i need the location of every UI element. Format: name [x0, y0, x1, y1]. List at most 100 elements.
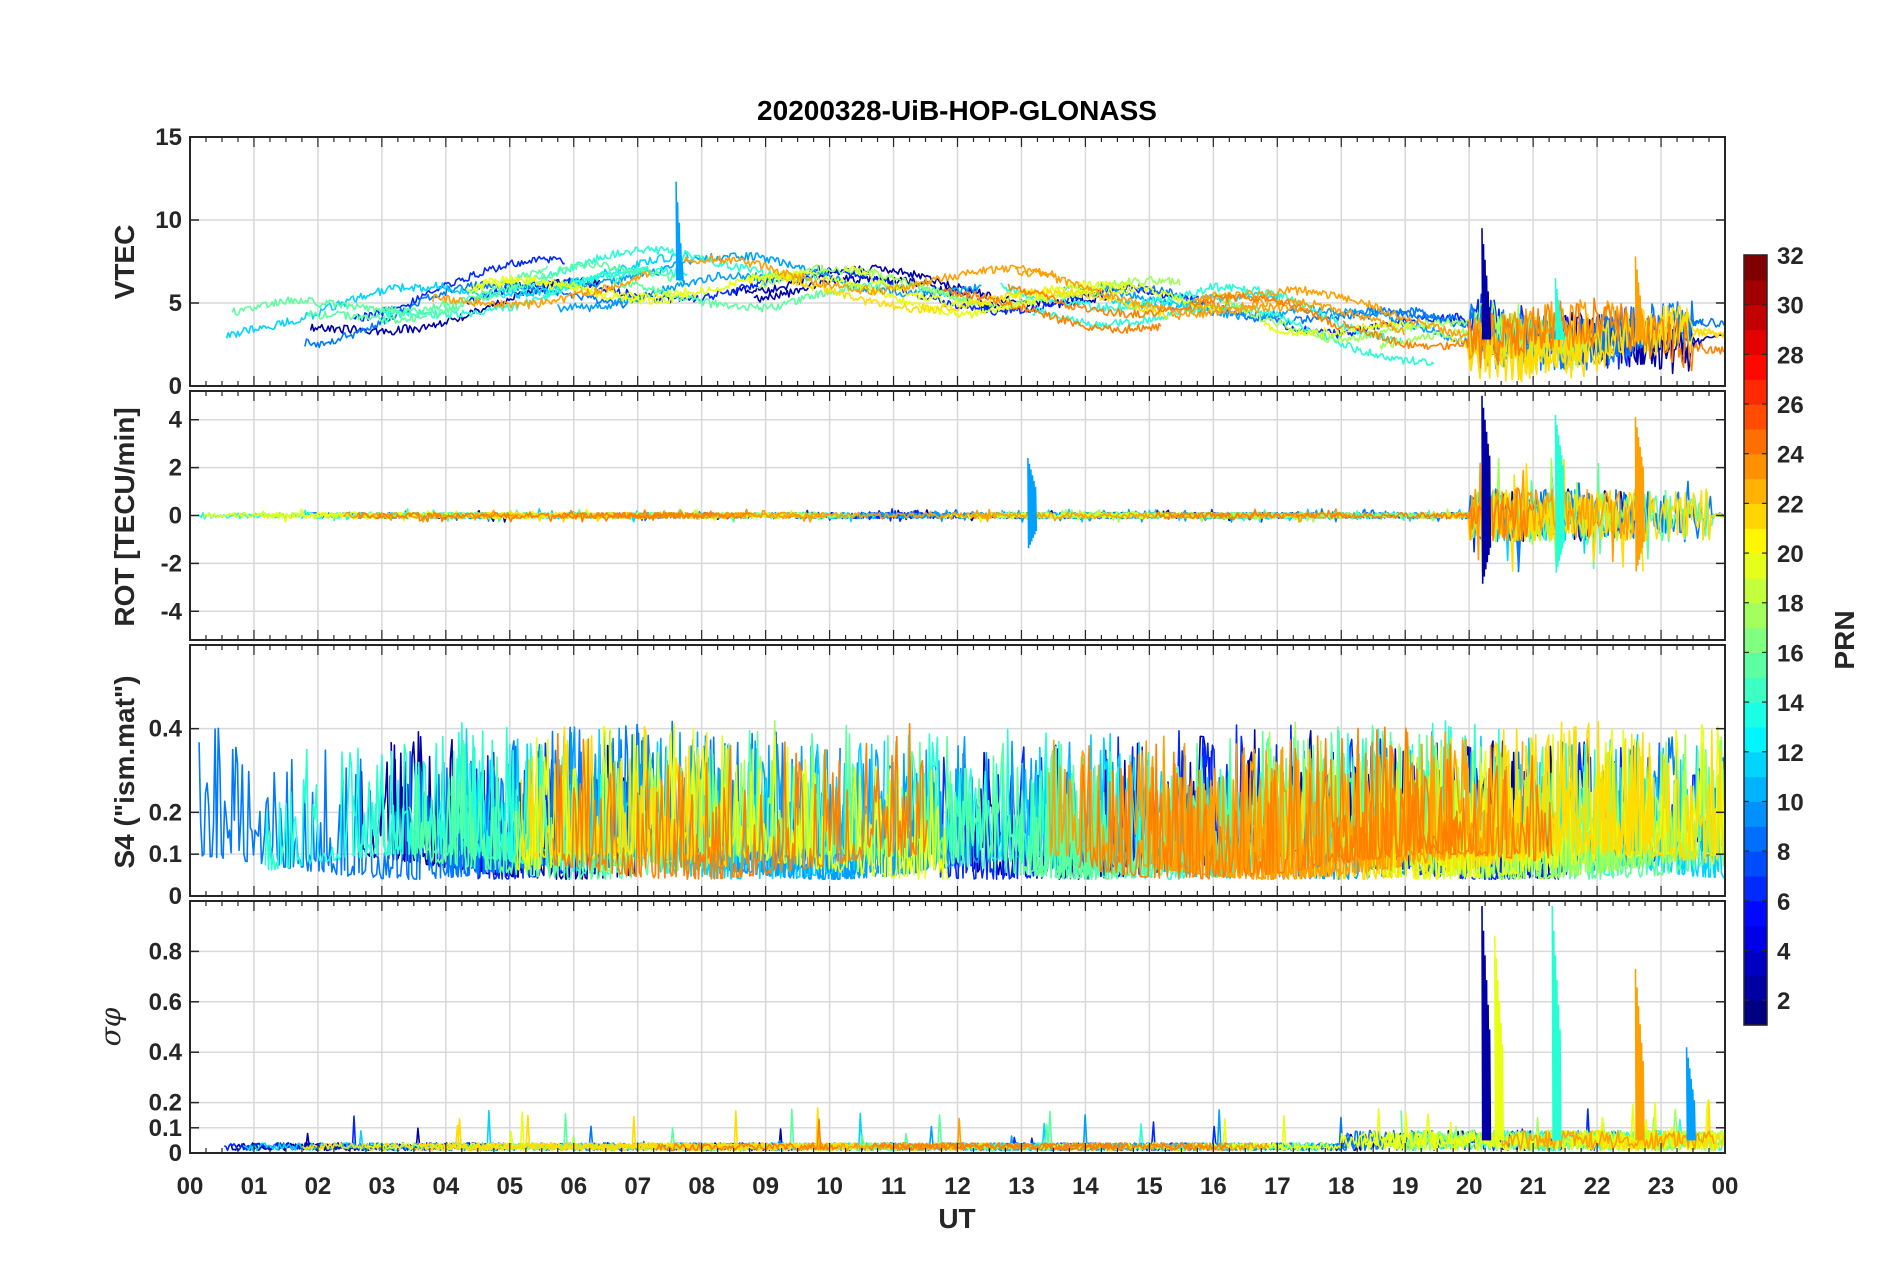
- colorbar-band: [1744, 528, 1767, 554]
- colorbar-band: [1744, 255, 1767, 281]
- x-tick-label: 11: [881, 1173, 906, 1200]
- colorbar-tick-label: 30: [1777, 293, 1804, 320]
- colorbar-band: [1744, 279, 1767, 306]
- colorbar-band: [1744, 677, 1767, 703]
- panel-vtec: 0 5 10 15 VTEC: [109, 124, 1726, 400]
- x-axis-label: UT: [938, 1203, 975, 1234]
- panel-sigma: 00.10.2 0.4 0.6 0.8 σφ: [94, 900, 1726, 1167]
- series-trace-prn-23: [655, 1118, 1229, 1152]
- colorbar-tick-label: 18: [1777, 591, 1804, 618]
- colorbar-tick-label: 8: [1777, 839, 1790, 866]
- x-tick-label: 02: [305, 1173, 332, 1200]
- panel-s4-frame: [189, 644, 1726, 897]
- event-spike: [675, 181, 686, 285]
- y-tick-label: 5: [169, 290, 182, 317]
- panel-rot: -4 -2 0 2 4 ROT [TECU/min]: [109, 390, 1726, 641]
- x-tick-label: 07: [624, 1173, 651, 1200]
- colorbar-tick-label: 12: [1777, 740, 1804, 767]
- panel-vtec-frame: [189, 136, 1726, 387]
- colorbar-label: PRN: [1829, 610, 1860, 669]
- x-axis-ticks: 00 01 02 03 04 05 06 07 08 09 10 11 12 13 14 15 16 17 18 19…: [177, 1173, 1739, 1200]
- x-tick-label: 14: [1072, 1173, 1099, 1200]
- event-spike: [1685, 1047, 1696, 1141]
- colorbar-tick-label: 22: [1777, 491, 1804, 518]
- series-trace-prn-23: [942, 283, 1725, 372]
- y-tick-label: 0.8: [149, 938, 182, 965]
- colorbar-band: [1744, 751, 1767, 778]
- y-tick-label: 0.4: [149, 716, 183, 743]
- x-tick-label: 05: [496, 1173, 523, 1200]
- colorbar-band: [1744, 652, 1767, 678]
- x-tick-label: 06: [560, 1173, 587, 1200]
- sigma-ylabel: σφ: [94, 1007, 127, 1046]
- colorbar-band: [1744, 975, 1767, 1001]
- colorbar-band: [1744, 329, 1767, 355]
- colorbar-band: [1744, 304, 1767, 331]
- colorbar-tick-label: 16: [1777, 640, 1804, 667]
- series-trace-prn-8: [302, 473, 1725, 573]
- y-tick-label: 0.1: [149, 1115, 182, 1142]
- colorbar-band: [1744, 702, 1767, 728]
- y-tick-label: 4: [169, 407, 183, 434]
- colorbar-band: [1744, 428, 1767, 455]
- panel-sigma-ticks: 00.10.2 0.4 0.6 0.8: [149, 901, 1726, 1167]
- colorbar-band: [1744, 379, 1767, 405]
- colorbar-tick-label: 28: [1777, 342, 1804, 369]
- colorbar-band: [1744, 577, 1767, 604]
- colorbar-band: [1744, 503, 1767, 529]
- x-tick-label: 20: [1456, 1173, 1483, 1200]
- y-tick-label: 15: [155, 124, 182, 151]
- x-tick-label: 13: [1008, 1173, 1035, 1200]
- y-tick-label: 2: [169, 455, 182, 482]
- colorbar-frame: [1743, 254, 1768, 1026]
- event-spike: [1027, 457, 1038, 549]
- colorbar-tick-label: 26: [1777, 392, 1804, 419]
- colorbar-tick-label: 10: [1777, 789, 1804, 816]
- colorbar-band: [1744, 602, 1767, 629]
- colorbar-tick-label: 24: [1777, 442, 1804, 469]
- x-tick-label: 18: [1328, 1173, 1355, 1200]
- colorbar-band: [1744, 851, 1767, 877]
- panel-rot-frame: [189, 390, 1726, 641]
- colorbar-band: [1744, 553, 1767, 579]
- colorbar-band: [1744, 478, 1767, 504]
- panel-sigma-frame: [189, 900, 1726, 1154]
- colorbar-tick-label: 20: [1777, 541, 1804, 568]
- event-spike: [1554, 414, 1565, 573]
- event-spike: [1554, 278, 1565, 340]
- colorbar-band: [1744, 875, 1767, 902]
- colorbar-band: [1744, 1000, 1767, 1026]
- colorbar-tick-label: 6: [1777, 889, 1790, 916]
- event-spike: [1634, 968, 1645, 1141]
- panel-rot-series: [197, 395, 1725, 584]
- x-tick-label: 19: [1392, 1173, 1419, 1200]
- colorbar-band: [1744, 950, 1767, 976]
- panel-sigma-grid: [190, 901, 1725, 1153]
- series-trace-prn-20: [301, 1100, 1725, 1152]
- rot-ylabel: ROT [TECU/min]: [109, 407, 140, 626]
- x-tick-label: 08: [688, 1173, 715, 1200]
- colorbar-band: [1744, 826, 1767, 852]
- x-tick-label: 01: [241, 1173, 268, 1200]
- colorbar-band: [1744, 354, 1767, 380]
- colorbar-tick-label: 4: [1777, 938, 1791, 965]
- y-tick-label: 10: [155, 207, 182, 234]
- colorbar-band: [1744, 801, 1767, 827]
- series-trace-prn-8: [198, 720, 1725, 880]
- x-tick-label: 23: [1648, 1173, 1675, 1200]
- y-tick-label: 0.2: [149, 799, 182, 826]
- colorbar-band: [1744, 627, 1767, 654]
- chart-title: 20200328-UiB-HOP-GLONASS: [757, 95, 1157, 126]
- y-tick-label: 0: [169, 883, 182, 910]
- colorbar-tick-label: 14: [1777, 690, 1804, 717]
- series-trace-prn-23: [552, 722, 1554, 880]
- s4-ylabel: S4 ("ism.mat"): [109, 675, 140, 868]
- y-tick-label: 0: [169, 503, 182, 530]
- colorbar-tick-label: 32: [1777, 243, 1804, 270]
- x-tick-label: 16: [1200, 1173, 1227, 1200]
- event-spike: [1551, 905, 1562, 1141]
- panel-s4: 0 0.1 0.2 0.4 S4 ("ism.mat"): [109, 644, 1726, 910]
